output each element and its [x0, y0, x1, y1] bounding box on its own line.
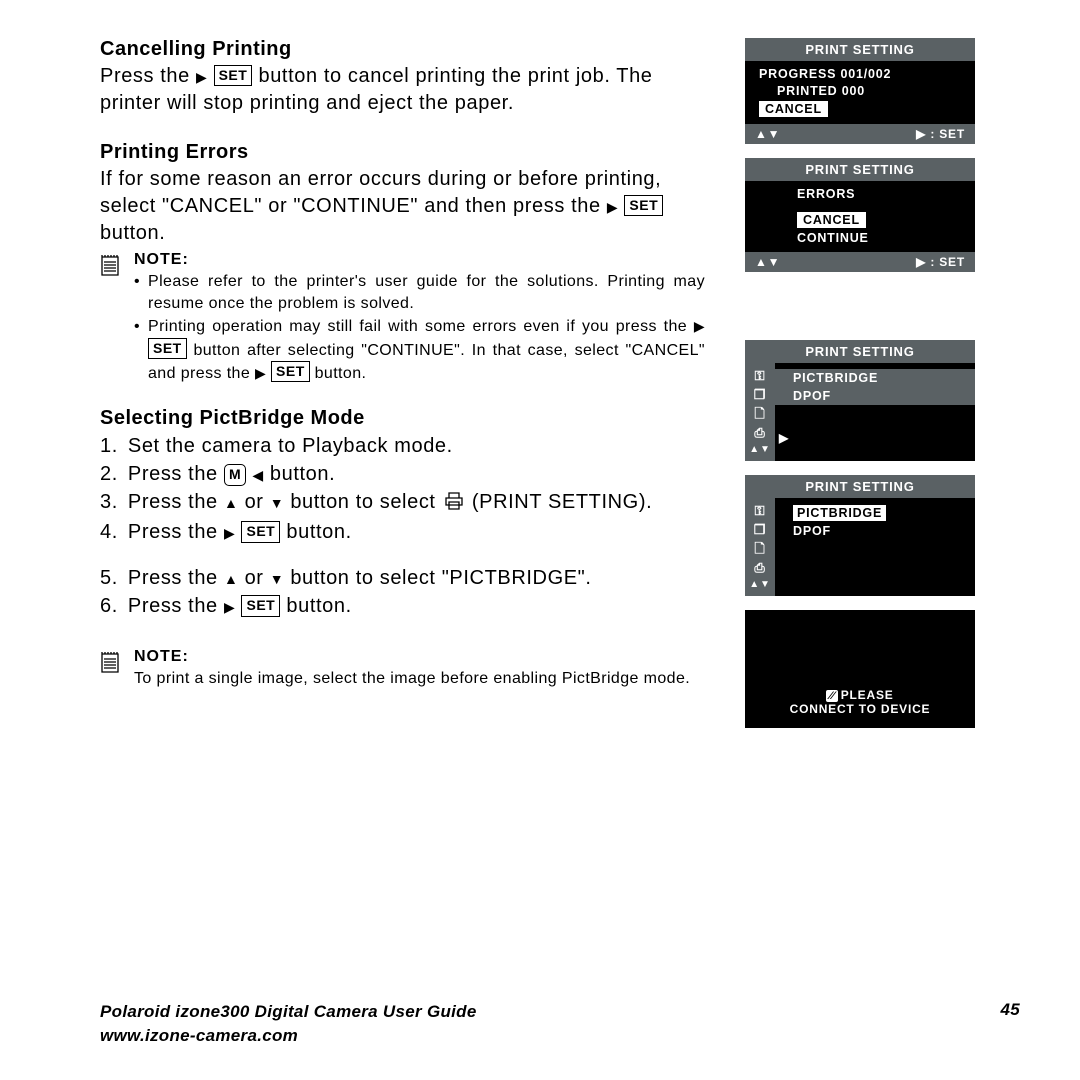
up-triangle-icon: [224, 491, 238, 513]
lcd-option-selected: PICTBRIDGE: [775, 504, 975, 522]
down-triangle-icon: [270, 567, 284, 589]
set-button-icon: SET: [241, 595, 280, 617]
key-icon: ⚿: [755, 504, 766, 517]
para-cancelling: Press the SET button to cancel printing …: [100, 63, 705, 117]
note-item: Printing operation may still fail with s…: [134, 316, 705, 385]
copy-icon: ❐: [754, 523, 766, 536]
right-triangle-icon: [607, 195, 618, 217]
key-icon: ⚿: [755, 369, 766, 382]
notepad-icon: [100, 648, 120, 690]
nav-icon: ▲▼: [749, 580, 770, 590]
down-triangle-icon: [270, 491, 284, 513]
footer-url: www.izone-camera.com: [100, 1024, 477, 1048]
printer-icon: ⎙: [754, 426, 765, 439]
page-icon: 🗋: [754, 542, 765, 555]
set-button-icon: SET: [148, 338, 187, 359]
lcd-screen-4: PRINT SETTING ⚿ ❐ 🗋 ⎙ ▲▼ PICTBRIDGE DPOF: [745, 475, 975, 596]
footer-title: Polaroid izone300 Digital Camera User Gu…: [100, 1000, 477, 1024]
right-triangle-icon: [224, 521, 235, 543]
note-label: NOTE:: [134, 251, 705, 269]
lcd-title: PRINT SETTING: [745, 38, 975, 61]
set-button-icon: SET: [624, 195, 663, 216]
note-label: NOTE:: [134, 648, 705, 666]
pictbridge-logo-icon: ⁄⁄: [826, 690, 837, 702]
lcd-screen-3: PRINT SETTING ⚿ ❐ 🗋 ⎙ ▲▼ PICTBRIDGE DPOF…: [745, 340, 975, 461]
set-button-icon: SET: [214, 65, 253, 86]
set-button-icon: SET: [241, 521, 280, 543]
lcd-selected: CANCEL: [759, 101, 828, 117]
steps-list: 1.Set the camera to Playback mode. 2.Pre…: [100, 432, 705, 620]
note-block-1: NOTE: Please refer to the printer's user…: [100, 251, 705, 387]
copy-icon: ❐: [754, 388, 766, 401]
left-triangle-icon: [252, 463, 263, 485]
lcd-screen-5: ⁄⁄PLEASE CONNECT TO DEVICE: [745, 610, 975, 728]
note-text: To print a single image, select the imag…: [134, 668, 705, 690]
notepad-icon: [100, 251, 120, 387]
lcd-option: DPOF: [775, 522, 975, 540]
lcd-option: DPOF: [775, 387, 975, 405]
heading-errors: Printing Errors: [100, 141, 705, 164]
note-block-2: NOTE: To print a single image, select th…: [100, 648, 705, 690]
m-button-icon: M: [224, 464, 246, 486]
set-button-icon: SET: [271, 361, 310, 382]
lcd-screens-column: PRINT SETTING PROGRESS 001/002 PRINTED 0…: [745, 38, 975, 728]
note-item: Please refer to the printer's user guide…: [134, 271, 705, 314]
right-triangle-icon: [255, 365, 266, 382]
lcd-title: PRINT SETTING: [745, 340, 975, 363]
printer-icon: [444, 490, 464, 518]
lcd-title: PRINT SETTING: [745, 158, 975, 181]
page-icon: 🗋: [754, 407, 765, 420]
lcd-screen-2: PRINT SETTING ERRORS CANCEL CONTINUE ▲▼ …: [745, 158, 975, 272]
lcd-icon-strip: ⚿ ❐ 🗋 ⎙ ▲▼: [745, 498, 775, 596]
lcd-screen-1: PRINT SETTING PROGRESS 001/002 PRINTED 0…: [745, 38, 975, 144]
up-triangle-icon: [224, 567, 238, 589]
right-triangle-icon: [224, 595, 235, 617]
right-triangle-icon: [196, 65, 207, 87]
heading-cancelling: Cancelling Printing: [100, 38, 705, 61]
lcd-option: PICTBRIDGE: [775, 369, 975, 387]
page-footer: Polaroid izone300 Digital Camera User Gu…: [100, 1000, 1020, 1048]
nav-icon: ▲▼: [749, 445, 770, 455]
main-content: Cancelling Printing Press the SET button…: [100, 38, 705, 728]
right-triangle-icon: ▶: [779, 431, 789, 445]
printer-icon: ⎙: [754, 561, 765, 574]
heading-pictbridge: Selecting PictBridge Mode: [100, 407, 705, 430]
lcd-icon-strip: ⚿ ❐ 🗋 ⎙ ▲▼: [745, 363, 775, 461]
lcd-title: PRINT SETTING: [745, 475, 975, 498]
right-triangle-icon: [694, 318, 705, 335]
para-errors: If for some reason an error occurs durin…: [100, 166, 705, 247]
page-number: 45: [1000, 1000, 1020, 1048]
lcd-selected: CANCEL: [797, 212, 866, 228]
